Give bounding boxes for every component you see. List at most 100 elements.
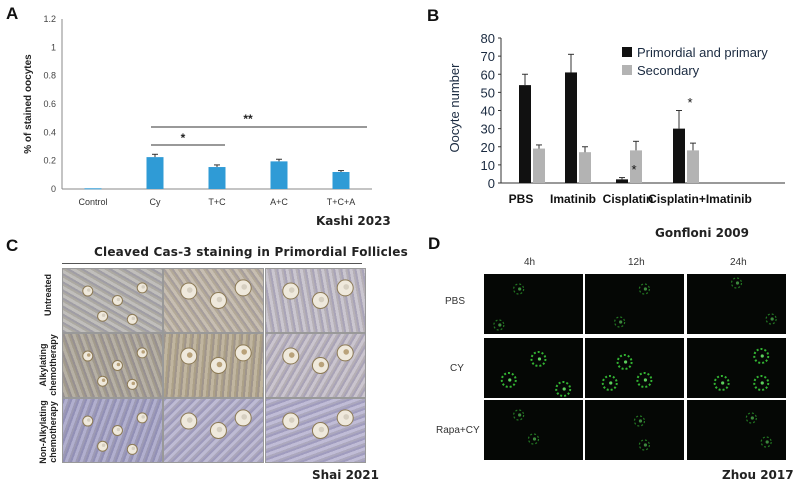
oocyte-nucleus: [101, 443, 106, 447]
oocyte-nucleus: [141, 415, 145, 419]
oocyte-nucleus: [186, 417, 193, 423]
green-speck: [518, 413, 522, 417]
oocyte-nucleus: [288, 352, 295, 358]
ihc-image: [163, 268, 264, 333]
fluorescence-image: [484, 274, 583, 334]
green-signal: [638, 283, 651, 295]
bar: [687, 150, 699, 183]
follicle-overlay: [180, 279, 252, 309]
follicle-overlay: [282, 409, 354, 439]
green-signal: [765, 313, 777, 325]
fluorescence-signal: [745, 412, 772, 448]
bar: [630, 150, 642, 183]
green-speck: [735, 281, 740, 285]
oocyte-nucleus: [87, 418, 91, 422]
oocyte-nucleus: [131, 446, 136, 451]
oocyte-nucleus: [116, 427, 121, 432]
green-signal: [616, 354, 633, 370]
significance-cisplatin: *: [631, 162, 636, 177]
chart-b: 0 10 20 30 40 50 60 70 80 Oocyte number PBS Imatini…: [447, 31, 785, 206]
oocyte-nucleus: [216, 361, 223, 368]
x-tick-label: A+C: [270, 197, 288, 207]
follicle-overlay: [82, 282, 148, 325]
panel-b-credit: Gonfloni 2009: [655, 226, 750, 240]
panel-c-title-rule: [62, 263, 362, 264]
x-tick-label: Cisplatin: [603, 192, 654, 206]
green-speck: [770, 317, 774, 321]
oocyte-nucleus: [216, 296, 223, 303]
x-tick-label: PBS: [509, 192, 534, 206]
significance-combo: *: [687, 95, 692, 110]
x-tick-label: Cy: [150, 197, 161, 207]
oocyte-nucleus: [318, 361, 325, 368]
green-speck: [619, 320, 623, 324]
bar: [533, 148, 545, 183]
legend-swatch: [622, 65, 632, 75]
bar: [332, 172, 350, 189]
column-label-24h: 24h: [730, 257, 747, 268]
oocyte-nucleus: [288, 417, 295, 423]
ihc-image: [62, 333, 163, 398]
oocyte-nucleus: [343, 349, 349, 355]
bar: [579, 152, 591, 183]
bar: [616, 179, 628, 183]
green-signal: [638, 439, 651, 451]
fluorescence-signal: [513, 409, 540, 445]
oocyte-nucleus: [186, 352, 193, 358]
green-signal: [513, 409, 525, 421]
green-speck: [518, 287, 522, 291]
column-label-4h: 4h: [524, 257, 536, 268]
green-signal: [513, 283, 525, 295]
oocyte-nucleus: [101, 313, 106, 317]
y-axis-title: % of stained oocytes: [23, 54, 34, 154]
green-speck: [562, 387, 566, 391]
fluorescence-image: [585, 274, 684, 334]
green-speck: [750, 416, 754, 420]
ihc-image: [265, 398, 366, 463]
green-signal: [753, 348, 770, 364]
y-tick-label: 0.4: [43, 127, 56, 137]
green-signal: [493, 319, 505, 331]
panel-d-credit: Zhou 2017: [722, 468, 794, 482]
green-signal: [500, 372, 517, 388]
follicle-overlay: [282, 344, 354, 374]
column-label-12h: 12h: [628, 257, 645, 268]
y-tick-label: 0: [488, 176, 495, 191]
oocyte-nucleus: [343, 414, 349, 420]
fluorescence-image: [687, 274, 786, 334]
green-speck: [498, 323, 502, 327]
green-speck: [643, 287, 647, 291]
bar: [146, 157, 164, 189]
oocyte-nucleus: [288, 287, 295, 293]
fluorescence-signal: [614, 283, 651, 328]
fluorescence-signal: [500, 351, 572, 397]
fluorescence-signal: [493, 283, 525, 331]
oocyte-nucleus: [87, 288, 91, 292]
green-signal: [760, 436, 772, 448]
green-signal: [713, 375, 730, 391]
green-speck: [638, 419, 643, 423]
green-speck: [537, 357, 542, 361]
panel-a-credit: Kashi 2023: [316, 214, 391, 228]
x-tick-label: T+C+A: [327, 197, 356, 207]
green-speck: [609, 381, 613, 385]
y-tick-label: 0.8: [43, 71, 56, 81]
y-tick-label: 0.6: [43, 99, 56, 109]
y-tick-label: 10: [481, 158, 495, 173]
x-tick-label: Imatinib: [550, 192, 596, 206]
follicle-overlay: [180, 344, 252, 374]
row-label-rapa-cy: Rapa+CY: [436, 425, 480, 436]
oocyte-nucleus: [318, 296, 325, 303]
fluorescence-signal: [730, 277, 777, 325]
green-signal: [601, 375, 618, 391]
ihc-image: [265, 268, 366, 333]
y-tick-label: 80: [481, 31, 495, 46]
panel-c-title: Cleaved Cas-3 staining in Primordial Fol…: [94, 245, 408, 259]
panel-c-letter: C: [6, 236, 19, 255]
y-tick-label: 40: [481, 104, 495, 119]
follicle-overlay: [82, 412, 148, 455]
y-tick-label: 60: [481, 67, 495, 82]
x-tick-label: Control: [78, 197, 107, 207]
oocyte-nucleus: [141, 350, 145, 354]
green-signal: [636, 372, 653, 388]
